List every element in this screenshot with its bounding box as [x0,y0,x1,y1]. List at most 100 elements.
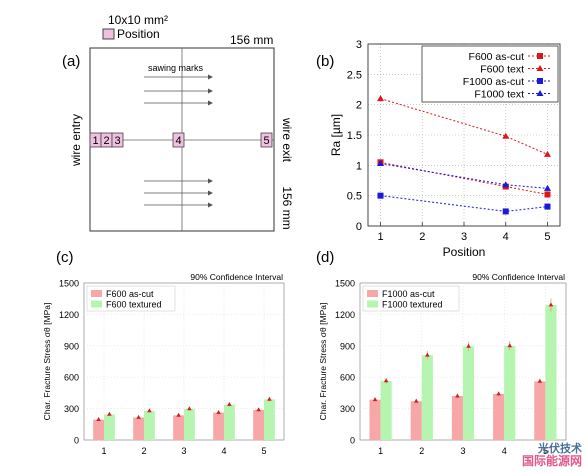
position-box-5 [260,132,273,148]
chart-b-ytick-label: 3 [356,39,362,51]
position-number-1: 1 [92,135,98,147]
chart-c-xtick-label: 1 [101,446,106,456]
position-number-5: 5 [263,135,269,147]
chart-c-legend-swatch-2 [91,300,102,308]
chart-d-legend-box [362,285,460,312]
wire-exit-label: wire exit [280,117,294,163]
wafer-legend-title: 10x10 mm² [108,13,168,27]
chart-d-bar-marker [466,343,471,348]
chart-b-point [377,95,385,102]
chart-c-xtick-label: 5 [261,446,266,456]
chart-b-legend-box [421,45,559,103]
chart-c-bar [253,409,264,440]
chart-d-ytick-label: 600 [340,373,355,383]
panel-b: (b) 1 2 3 4 5 0 0.5 1 1.5 2 2.5 3 Position Ra [µm] F60… [316,39,561,259]
chart-c-ytick-label: 600 [64,373,79,383]
sawing-marks [144,74,213,208]
chart-d-legend-swatch-2 [367,300,378,308]
chart-d-bar [534,381,546,440]
chart-b-point [502,181,510,188]
position-boxes: 1 2 3 4 5 [89,132,273,148]
panel-c: (c) 0 300 600 900 1200 1500 1 2 3 4 5 90% Confidenc… [42,249,285,456]
chart-b-point [502,208,509,215]
position-number-3: 3 [114,135,120,147]
chart-c-legend-label: F600 textured [106,300,162,310]
panel-a-label: (a) [62,53,80,70]
chart-d-legend-label: F1000 textured [382,300,443,310]
chart-b-legend-label: F600 as-cut [469,51,525,63]
sawing-mark-arrow-1 [208,74,213,80]
chart-d-bar-marker [425,352,430,357]
chart-c-bar [173,415,184,440]
chart-c-xtick-label: 3 [181,446,186,456]
panel-d: (d) 0 300 600 900 1200 1500 1 2 3 4 5 90% Confidenc… [316,249,567,456]
panel-c-label: (c) [56,249,74,266]
panel-a: (a) 10x10 mm² Position 156 mm sawing mar… [62,13,294,232]
chart-d-xtick-label: 5 [543,446,548,456]
chart-d-bar-marker [413,398,419,403]
chart-d-bar-marker [537,378,543,383]
chart-c-bar [133,417,144,440]
chart-d-xtick-label: 1 [378,446,383,456]
chart-d-bar [410,401,422,440]
chart-b-legend-marker-3 [537,78,543,84]
chart-b-point [544,191,551,198]
watermark-line-2: 国际能源网 [521,453,582,468]
chart-c-bar [264,399,275,440]
chart-c-bar [144,410,155,440]
chart-d-ytick-label: 900 [340,341,355,351]
chart-b-point [544,203,551,210]
chart-c-bar-marker [256,407,261,412]
chart-b-point [502,132,510,139]
chart-d-ytick-label: 1200 [335,310,355,320]
chart-d-bar [504,345,516,440]
roughness-line-chart: 1 2 3 4 5 0 0.5 1 1.5 2 2.5 3 Position Ra [µm] F600 as… [329,39,561,259]
chart-c-bar-marker [147,408,152,413]
chart-c-bar-marker [136,414,141,419]
chart-c-bar-marker [187,406,192,411]
sawing-mark-arrow-3 [208,100,213,106]
chart-d-bar [493,393,505,440]
chart-d-bar [369,399,381,440]
chart-c-bar-marker [227,402,232,407]
chart-c-annotation: 90% Confidence Interval [190,272,283,282]
chart-c-bar-marker [267,396,272,401]
chart-b-point [543,150,551,157]
chart-b-legend-label: F1000 as-cut [463,76,524,88]
position-box-4 [172,132,185,148]
chart-d-bar [463,346,475,440]
chart-d-bar-marker [548,302,554,307]
chart-b-xtick-label: 3 [461,231,467,243]
chart-d-ytick-label: 300 [340,404,355,414]
chart-c-legend-label: F600 as-cut [106,289,154,299]
chart-b-ytick-label: 1 [356,160,362,172]
chart-b-legend-marker-1 [537,53,543,59]
f1000-fracture-stress-chart: 0 300 600 900 1200 1500 1 2 3 4 5 90% Confidence In… [318,272,567,456]
chart-b-xtick-label: 2 [419,231,425,243]
chart-b-ytick-label: 0 [356,221,362,233]
chart-d-ylabel: Char. Fracture Stress σθ [MPa] [318,303,328,421]
chart-d-bar-marker [383,378,389,383]
position-legend-label: Position [117,27,160,41]
chart-b-ytick-label: 2.5 [347,69,362,81]
watermark-line-1: 光伏技术 [538,441,582,455]
chart-b-point [377,160,385,167]
chart-c-bar [213,412,224,440]
chart-d-xtick-label: 2 [419,446,424,456]
chart-d-bar [380,380,392,440]
chart-d-bar [451,396,463,440]
chart-c-ylabel: Char. Fracture Stress σθ [MPa] [42,303,52,421]
position-box-3 [111,132,124,148]
chart-d-ytick-label: 1500 [335,279,355,289]
chart-b-legend-marker-2 [536,65,544,71]
chart-d-bar-marker [507,343,513,348]
chart-d-bar-marker [455,393,460,398]
chart-b-xtick-label: 1 [377,231,383,243]
chart-d-bar-marker [496,391,501,396]
wafer-height-label: 156 mm [280,186,294,229]
chart-d-bar [545,304,557,440]
chart-c-ytick-label: 900 [64,341,79,351]
sawing-mark-arrow-2 [208,88,213,94]
chart-d-annotation: 90% Confidence Interval [472,272,565,282]
